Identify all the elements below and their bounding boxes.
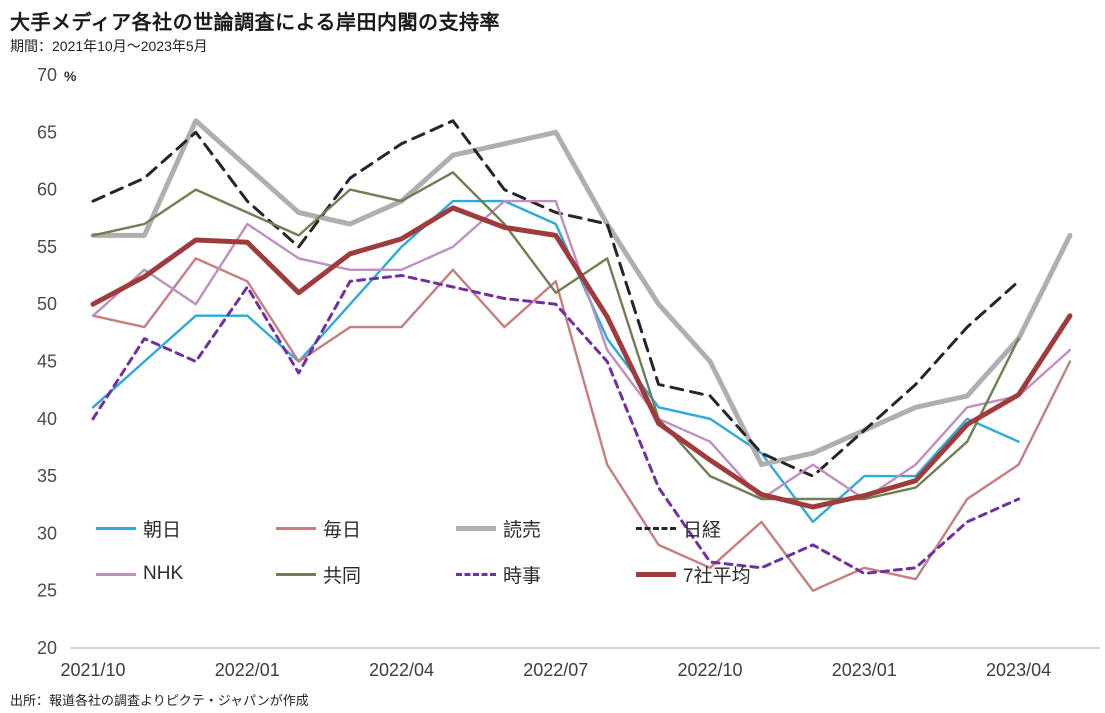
y-axis-tick-label: 60 — [37, 180, 57, 200]
y-axis-tick-label: 55 — [37, 237, 57, 257]
series-line-yomiuri — [90, 118, 1073, 468]
chart-subtitle: 期間：2021年10月～2023年5月 — [10, 38, 208, 54]
y-axis-unit-label: % — [64, 68, 77, 84]
chart-title: 大手メディア各社の世論調査による岸田内閣の支持率 — [10, 12, 500, 34]
series-line-kyodo — [91, 171, 1020, 501]
series-line-nikkei — [91, 119, 1021, 478]
legend-item-jiji: 時事 — [456, 561, 636, 588]
legend-item-asahi: 朝日 — [96, 515, 276, 542]
series-line-mainichi — [91, 257, 1072, 592]
legend-swatch-asahi — [96, 526, 136, 530]
y-axis-tick-label: 65 — [37, 122, 57, 142]
y-axis-tick-label: 50 — [37, 294, 57, 314]
legend-swatch-heikin7 — [636, 571, 676, 577]
series-line-nhk — [91, 199, 1072, 501]
y-axis-tick-label: 35 — [37, 466, 57, 486]
series-line-heikin7 — [90, 205, 1073, 510]
series-line-asahi — [91, 199, 1020, 524]
legend-swatch-yomiuri — [456, 525, 496, 531]
legend-label-mainichi: 毎日 — [323, 519, 362, 541]
legend-item-nhk: NHK — [96, 563, 276, 585]
legend-swatch-jiji — [456, 572, 496, 576]
legend-swatch-mainichi — [276, 526, 316, 530]
legend-item-yomiuri: 読売 — [456, 515, 636, 542]
legend-label-nikkei: 日経 — [683, 519, 722, 541]
x-axis-tick-label: 2023/01 — [832, 660, 897, 680]
legend-label-yomiuri: 読売 — [503, 519, 542, 541]
legend-label-jiji: 時事 — [503, 565, 542, 587]
x-axis-tick-label: 2022/04 — [369, 660, 434, 680]
legend: 朝日 毎日 読売 日経 NHK 共同 時事 7社平均 — [96, 505, 816, 597]
x-axis-tick-label: 2021/10 — [60, 660, 125, 680]
series-line-jiji — [91, 274, 1021, 575]
source-note: 出所：報道各社の調査よりピクテ・ジャパンが作成 — [10, 693, 309, 708]
legend-item-mainichi: 毎日 — [276, 515, 456, 542]
x-axis-tick-label: 2022/07 — [523, 660, 588, 680]
y-axis-tick-label: 20 — [37, 638, 57, 658]
y-axis-tick-label: 40 — [37, 409, 57, 429]
y-axis-tick-label: 45 — [37, 352, 57, 372]
y-axis-tick-label: 30 — [37, 523, 57, 543]
x-axis-tick-label: 2022/01 — [215, 660, 280, 680]
legend-swatch-nikkei — [636, 526, 676, 530]
legend-swatch-nhk — [96, 572, 136, 576]
legend-label-heikin7: 7社平均 — [683, 565, 751, 587]
legend-label-nhk: NHK — [143, 563, 184, 584]
legend-label-kyodo: 共同 — [323, 565, 362, 587]
legend-row: 朝日 毎日 読売 日経 — [96, 505, 816, 551]
legend-item-nikkei: 日経 — [636, 515, 816, 542]
legend-label-asahi: 朝日 — [143, 519, 182, 541]
y-axis-tick-label: 25 — [37, 581, 57, 601]
x-axis-tick-label: 2023/04 — [986, 660, 1051, 680]
legend-swatch-kyodo — [276, 572, 316, 576]
x-axis-tick-label: 2022/10 — [678, 660, 743, 680]
legend-item-heikin7: 7社平均 — [636, 561, 816, 588]
y-axis-tick-label: 70 — [37, 65, 57, 85]
legend-row: NHK 共同 時事 7社平均 — [96, 551, 816, 597]
legend-item-kyodo: 共同 — [276, 561, 456, 588]
